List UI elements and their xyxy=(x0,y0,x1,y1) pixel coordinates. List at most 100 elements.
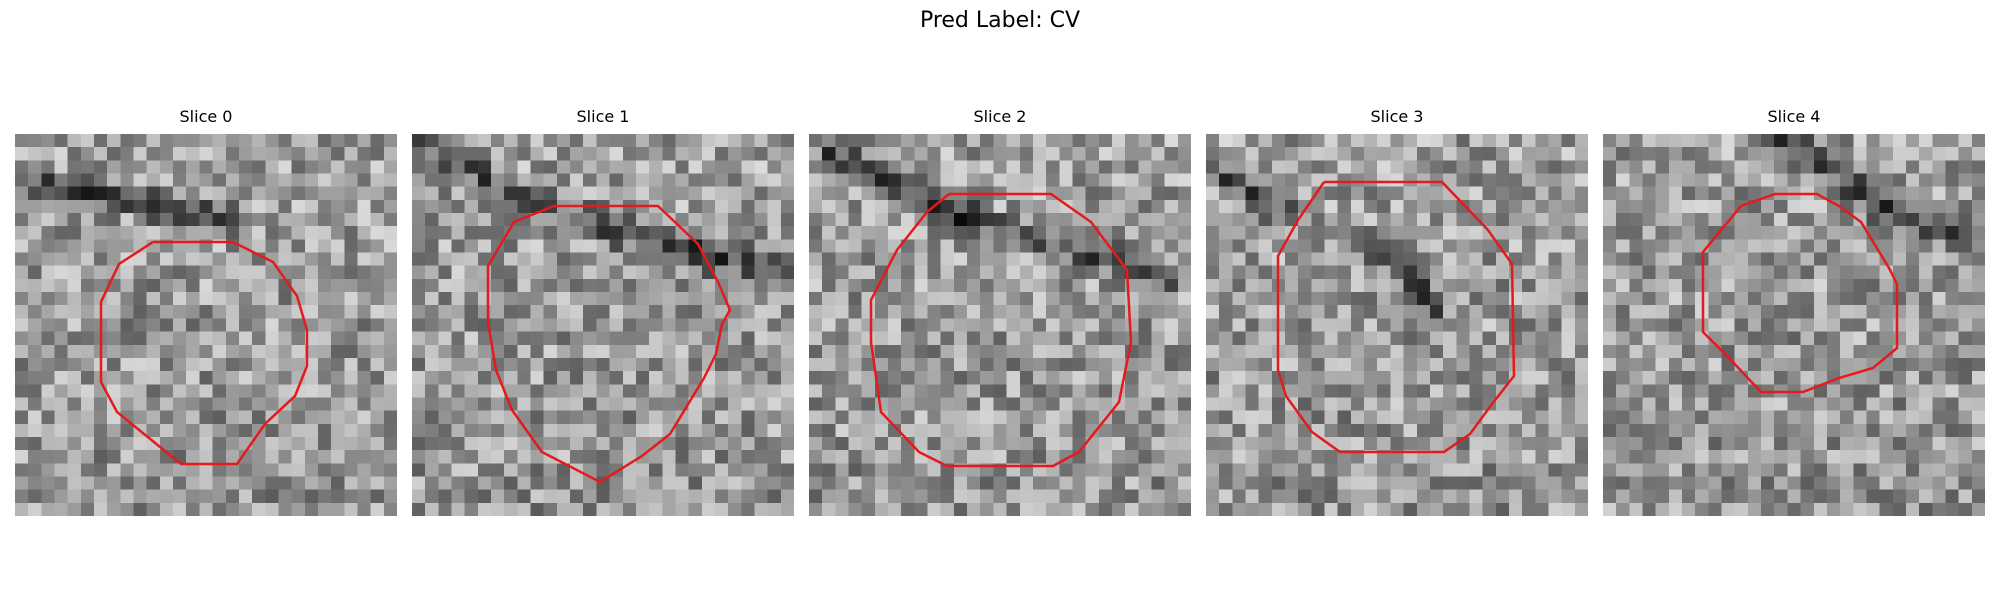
image-pixel xyxy=(1377,265,1392,280)
image-pixel xyxy=(15,305,29,320)
image-pixel xyxy=(107,239,121,254)
image-pixel xyxy=(583,502,598,516)
image-pixel xyxy=(767,384,782,399)
image-pixel xyxy=(1219,450,1233,464)
image-pixel xyxy=(754,436,769,451)
image-pixel xyxy=(583,410,598,425)
image-pixel xyxy=(1761,226,1775,240)
image-pixel xyxy=(835,318,850,333)
image-pixel xyxy=(1443,265,1457,280)
image-pixel xyxy=(1098,199,1113,214)
image-pixel xyxy=(1616,252,1630,267)
image-pixel xyxy=(728,305,742,320)
image-pixel xyxy=(94,410,108,425)
image-pixel xyxy=(383,239,397,254)
image-pixel xyxy=(1574,436,1588,451)
image-pixel xyxy=(714,357,729,372)
image-pixel xyxy=(1574,463,1588,478)
image-pixel xyxy=(15,239,29,254)
image-pixel xyxy=(649,226,663,240)
image-pixel xyxy=(159,344,174,359)
image-pixel xyxy=(1046,278,1060,293)
image-pixel xyxy=(1311,239,1326,254)
image-pixel xyxy=(1853,173,1868,188)
image-pixel xyxy=(199,252,214,267)
image-pixel xyxy=(688,410,703,425)
image-pixel xyxy=(1258,199,1273,214)
image-pixel xyxy=(238,305,253,320)
image-pixel xyxy=(1482,423,1497,438)
slice-image-4 xyxy=(1603,134,1985,516)
image-pixel xyxy=(649,357,663,372)
image-pixel xyxy=(1892,265,1907,280)
image-pixel xyxy=(1971,436,1985,451)
image-pixel xyxy=(622,226,637,240)
image-pixel xyxy=(370,252,385,267)
image-pixel xyxy=(1945,476,1960,491)
image-pixel xyxy=(477,489,492,504)
image-pixel xyxy=(1258,213,1273,227)
image-pixel xyxy=(1416,252,1431,267)
image-pixel xyxy=(265,305,280,320)
image-pixel xyxy=(754,160,769,175)
image-pixel xyxy=(1971,344,1985,359)
image-pixel xyxy=(94,239,108,254)
image-pixel xyxy=(714,160,729,175)
image-pixel xyxy=(1006,450,1021,464)
image-pixel xyxy=(953,239,968,254)
image-pixel xyxy=(1429,265,1444,280)
image-pixel xyxy=(1443,476,1457,491)
image-pixel xyxy=(780,410,794,425)
image-pixel xyxy=(1561,265,1576,280)
image-pixel xyxy=(1482,173,1497,188)
image-pixel xyxy=(1853,226,1868,240)
image-pixel xyxy=(1206,213,1220,227)
image-pixel xyxy=(1245,371,1260,385)
image-pixel xyxy=(1574,489,1588,504)
image-pixel xyxy=(1046,450,1060,464)
image-pixel xyxy=(1482,199,1497,214)
image-pixel xyxy=(609,344,624,359)
image-pixel xyxy=(370,384,385,399)
image-pixel xyxy=(556,173,571,188)
image-pixel xyxy=(1668,186,1683,201)
image-pixel xyxy=(1285,147,1299,161)
image-pixel xyxy=(159,186,174,201)
image-pixel xyxy=(1006,423,1021,438)
image-pixel xyxy=(41,292,56,306)
image-pixel xyxy=(186,147,201,161)
image-pixel xyxy=(953,292,968,306)
image-pixel xyxy=(1482,160,1497,175)
image-pixel xyxy=(1019,384,1034,399)
image-pixel xyxy=(1456,186,1471,201)
image-pixel xyxy=(225,423,240,438)
image-pixel xyxy=(914,331,929,346)
image-pixel xyxy=(1945,305,1960,320)
image-pixel xyxy=(357,371,372,385)
image-pixel xyxy=(28,397,42,412)
image-pixel xyxy=(1495,160,1510,175)
image-pixel xyxy=(186,305,201,320)
image-pixel xyxy=(357,213,372,227)
image-pixel xyxy=(1337,397,1352,412)
image-pixel xyxy=(1125,371,1139,385)
image-pixel xyxy=(1138,305,1153,320)
image-pixel xyxy=(622,292,637,306)
image-pixel xyxy=(1219,489,1233,504)
image-pixel xyxy=(173,199,187,214)
image-pixel xyxy=(822,173,836,188)
image-pixel xyxy=(1232,278,1247,293)
image-pixel xyxy=(1945,213,1960,227)
image-pixel xyxy=(1892,384,1907,399)
image-pixel xyxy=(1350,239,1365,254)
image-pixel xyxy=(1761,423,1775,438)
image-pixel xyxy=(1522,476,1536,491)
image-pixel xyxy=(1232,160,1247,175)
image-pixel xyxy=(1708,226,1723,240)
image-pixel xyxy=(927,160,942,175)
image-pixel xyxy=(146,292,161,306)
image-pixel xyxy=(1019,344,1034,359)
image-pixel xyxy=(54,489,69,504)
image-pixel xyxy=(1548,436,1563,451)
image-pixel xyxy=(1603,476,1617,491)
